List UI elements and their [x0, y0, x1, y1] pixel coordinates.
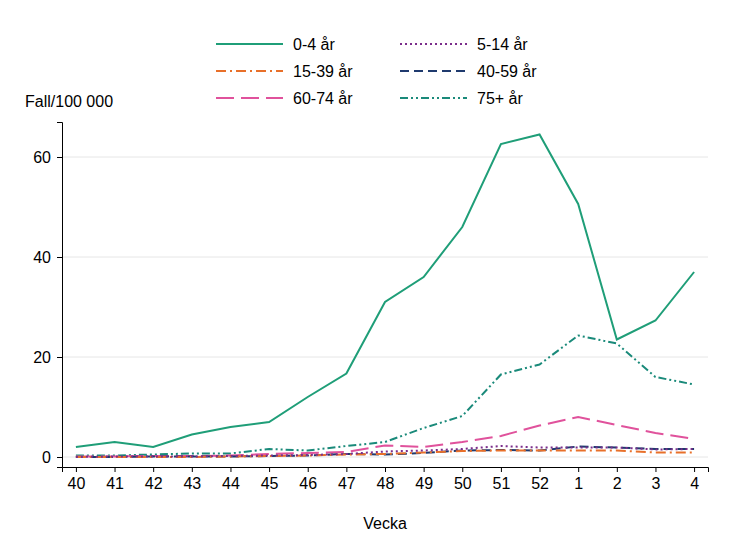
- x-tick-mark: [424, 467, 425, 472]
- grid-line: [62, 357, 708, 358]
- x-tick: 43: [183, 467, 201, 492]
- x-tick: 46: [299, 467, 317, 492]
- y-tick: 0: [42, 449, 62, 466]
- legend-swatch: [216, 70, 283, 72]
- x-tick-mark: [269, 467, 270, 472]
- grid: [62, 157, 708, 457]
- x-tick: 3: [652, 467, 661, 492]
- series-line: [76, 417, 694, 457]
- x-axis-title: Vecka: [363, 515, 407, 532]
- x-tick: 45: [261, 467, 279, 492]
- x-tick-label: 50: [454, 475, 472, 492]
- legend-label: 5-14 år: [477, 36, 528, 53]
- x-tick: 48: [377, 467, 395, 492]
- x-tick-label: 47: [338, 475, 356, 492]
- chart: 0 20 40 60 40 41 42 43 44 45 46 47 48 49 50 51 52 1 2 3 4 Fal…: [0, 0, 754, 549]
- x-tick-label: 41: [106, 475, 124, 492]
- x-tick: 4: [690, 467, 699, 492]
- x-tick-mark: [76, 467, 77, 472]
- legend-label: 40-59 år: [477, 63, 537, 80]
- grid-line: [62, 157, 708, 158]
- x-tick: 44: [222, 467, 240, 492]
- x-tick: 41: [106, 467, 124, 492]
- x-tick-label: 40: [68, 475, 86, 492]
- legend-swatch: [400, 97, 467, 99]
- x-tick-label: 44: [222, 475, 240, 492]
- x-tick: 52: [531, 467, 549, 492]
- y-tick-mark: [57, 257, 62, 258]
- series-line: [76, 447, 694, 458]
- y-axis-line: [57, 123, 63, 468]
- x-tick-mark: [617, 467, 618, 472]
- y-tick: 60: [33, 149, 62, 166]
- x-tick: 49: [415, 467, 433, 492]
- x-tick-label: 2: [613, 475, 622, 492]
- legend: 0-4 år 5-14 år 15-39 år 40-59 år 60-74 år 75+…: [216, 36, 537, 107]
- x-tick-label: 51: [493, 475, 511, 492]
- y-tick-label: 0: [42, 449, 51, 466]
- x-tick: 42: [145, 467, 163, 492]
- legend-label: 75+ år: [477, 90, 523, 107]
- x-tick-label: 43: [183, 475, 201, 492]
- legend-label: 0-4 år: [293, 36, 335, 53]
- y-tick: 40: [33, 249, 62, 266]
- x-axis: 40 41 42 43 44 45 46 47 48 49 50 51 52 1 2 3 4: [63, 467, 709, 492]
- x-tick: 51: [493, 467, 511, 492]
- y-tick-label: 60: [33, 149, 51, 166]
- x-tick-mark: [385, 467, 386, 472]
- x-tick-mark: [308, 467, 309, 472]
- legend-label: 60-74 år: [293, 90, 353, 107]
- x-tick-mark: [501, 467, 502, 472]
- x-tick-label: 48: [377, 475, 395, 492]
- legend-swatch: [216, 43, 283, 45]
- x-tick: 50: [454, 467, 472, 492]
- grid-line: [62, 257, 708, 258]
- x-tick-mark: [230, 467, 231, 472]
- x-tick-mark: [462, 467, 463, 472]
- x-tick-label: 52: [531, 475, 549, 492]
- y-tick-label: 40: [33, 249, 51, 266]
- legend-swatch: [400, 43, 467, 45]
- y-axis-title: Fall/100 000: [25, 93, 113, 110]
- y-tick-mark: [57, 157, 62, 158]
- x-tick: 1: [574, 467, 583, 492]
- y-axis: 0 20 40 60: [33, 123, 62, 468]
- x-tick: 47: [338, 467, 356, 492]
- legend-swatch: [216, 97, 283, 99]
- x-tick: 2: [613, 467, 622, 492]
- x-tick-label: 3: [652, 475, 661, 492]
- y-tick-mark: [57, 457, 62, 458]
- x-tick-mark: [346, 467, 347, 472]
- x-tick-label: 4: [690, 475, 699, 492]
- x-tick-mark: [655, 467, 656, 472]
- legend-swatch: [400, 70, 467, 72]
- x-tick-mark: [115, 467, 116, 472]
- plot-area: [76, 135, 694, 458]
- x-tick-label: 1: [574, 475, 583, 492]
- series-line: [76, 135, 694, 448]
- x-tick-mark: [578, 467, 579, 472]
- x-tick-label: 45: [261, 475, 279, 492]
- x-tick-mark: [694, 467, 695, 472]
- y-tick: 20: [33, 349, 62, 366]
- x-tick-mark: [153, 467, 154, 472]
- x-tick-label: 46: [299, 475, 317, 492]
- series-line: [76, 336, 694, 456]
- x-tick-mark: [540, 467, 541, 472]
- x-tick-label: 42: [145, 475, 163, 492]
- series-line: [76, 451, 694, 458]
- x-tick-label: 49: [415, 475, 433, 492]
- x-tick-mark: [192, 467, 193, 472]
- legend-label: 15-39 år: [293, 63, 353, 80]
- x-tick: 40: [68, 467, 86, 492]
- y-tick-mark: [57, 357, 62, 358]
- series-line: [76, 446, 694, 457]
- x-axis-line: [63, 468, 709, 473]
- y-tick-label: 20: [33, 349, 51, 366]
